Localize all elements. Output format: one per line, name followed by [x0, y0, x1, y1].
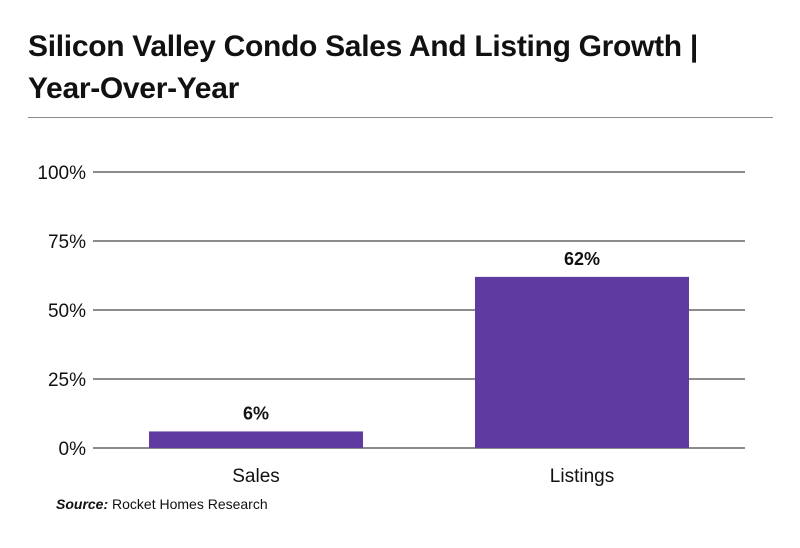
source-note: Source: Rocket Homes Research: [56, 496, 268, 512]
title-divider: [28, 117, 773, 118]
y-tick-label: 100%: [37, 163, 86, 184]
y-tick-label: 25%: [48, 370, 86, 391]
data-label-listings: 62%: [564, 249, 600, 269]
x-category-label-sales: Sales: [232, 466, 280, 487]
data-labels: 6% 62%: [243, 249, 600, 424]
bar-listings: [475, 276, 689, 448]
chart-title: Silicon Valley Condo Sales And Listing G…: [28, 30, 698, 105]
x-category-label-listings: Listings: [550, 466, 614, 487]
bar-sales: [149, 431, 363, 448]
data-label-sales: 6%: [243, 403, 269, 423]
source-text: Rocket Homes Research: [112, 496, 268, 512]
y-axis-tick-labels: 0% 25% 50% 75% 100%: [37, 163, 86, 460]
source-label: Source:: [56, 496, 109, 512]
y-tick-label: 75%: [48, 232, 86, 253]
y-tick-label: 50%: [48, 301, 86, 322]
y-tick-label: 0%: [59, 439, 87, 460]
bars: [149, 276, 689, 448]
x-axis-category-labels: Sales Listings: [232, 466, 614, 487]
